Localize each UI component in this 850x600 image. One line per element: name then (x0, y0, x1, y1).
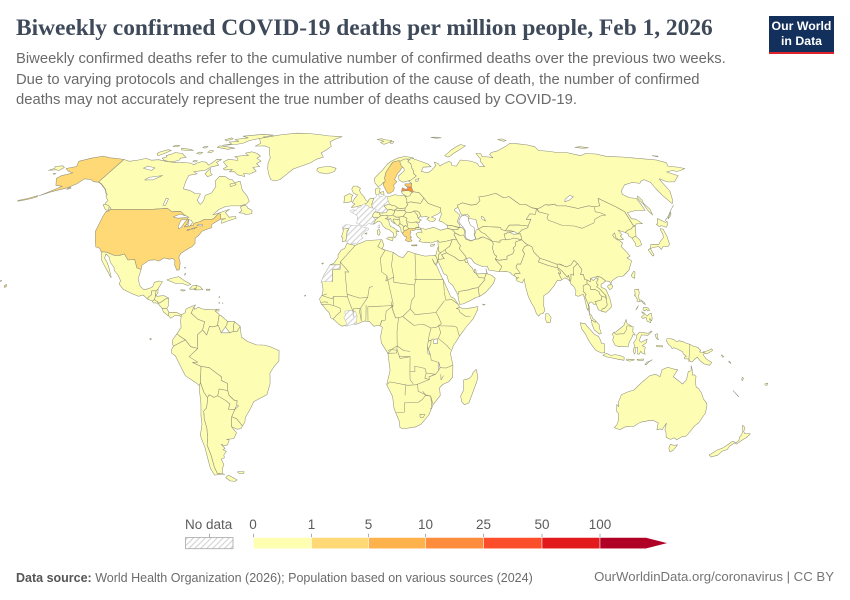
svg-text:No data: No data (185, 517, 233, 532)
svg-text:25: 25 (476, 517, 491, 532)
svg-text:50: 50 (534, 517, 549, 532)
svg-text:1: 1 (308, 517, 316, 532)
svg-text:10: 10 (418, 517, 433, 532)
svg-text:5: 5 (365, 517, 373, 532)
svg-text:0: 0 (249, 517, 257, 532)
svg-text:100: 100 (589, 517, 612, 532)
